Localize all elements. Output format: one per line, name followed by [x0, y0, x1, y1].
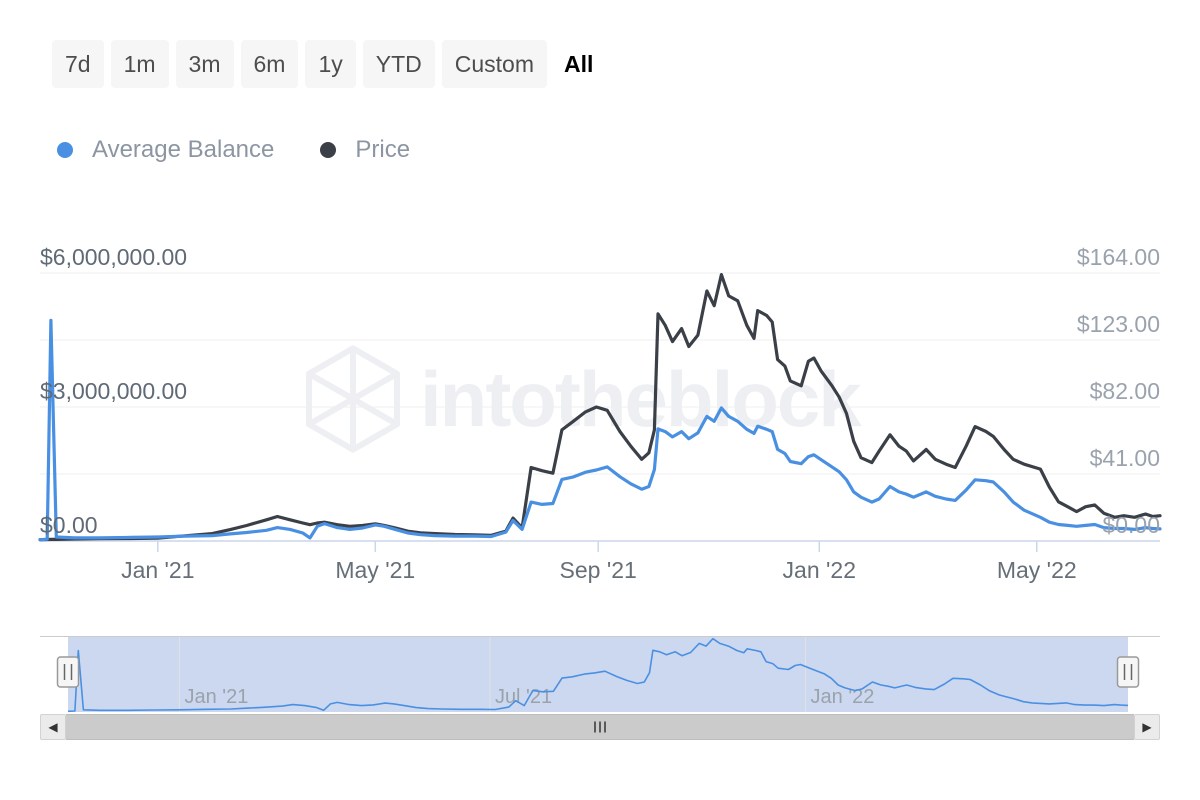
legend-dot-icon — [320, 142, 337, 158]
navigator-right-handle[interactable] — [1116, 656, 1140, 688]
series-line-price[interactable] — [38, 273, 1162, 542]
y-axis-left-label: $3,000,000.00 — [40, 378, 187, 404]
navigator-series-line — [67, 637, 1129, 713]
range-button-6m[interactable]: 6m — [240, 40, 299, 88]
legend-label: Average Balance — [92, 136, 275, 163]
intotheblock-logo-icon — [305, 345, 401, 453]
arrow-right-icon: ▶ — [1142, 720, 1152, 734]
scrollbar-right-button[interactable]: ▶ — [1134, 714, 1160, 740]
range-button-all[interactable]: All — [554, 40, 603, 88]
y-axis-left-label: $6,000,000.00 — [40, 244, 187, 270]
y-axis-right-label: $41.00 — [1090, 445, 1160, 471]
y-axis-right-label: $123.00 — [1077, 311, 1160, 337]
range-button-custom[interactable]: Custom — [441, 40, 547, 88]
series-line-average-balance[interactable] — [38, 318, 1162, 542]
scrollbar-left-button[interactable]: ◀ — [40, 714, 66, 740]
navigator-x-label: Jan '21 — [184, 686, 248, 708]
range-button-1m[interactable]: 1m — [110, 40, 169, 88]
scrollbar-grip-icon[interactable] — [594, 721, 606, 733]
range-selector: 7d 1m 3m 6m 1y YTD Custom All — [52, 40, 603, 88]
y-axis-right-label: $0.00 — [1102, 512, 1160, 538]
x-axis-label: Jan '22 — [783, 557, 856, 583]
range-button-1y[interactable]: 1y — [305, 40, 356, 88]
navigator-x-label: Jan '22 — [811, 686, 875, 708]
x-axis-label: May '21 — [335, 557, 415, 583]
x-axis-label: Sep '21 — [560, 557, 637, 583]
y-axis-left-label: $0.00 — [40, 512, 98, 538]
y-axis-right-label: $82.00 — [1090, 378, 1160, 404]
x-axis-label: May '22 — [997, 557, 1077, 583]
chart-legend: Average Balance Price — [57, 136, 410, 164]
legend-label: Price — [355, 136, 411, 163]
x-axis-label: Jan '21 — [121, 557, 194, 583]
y-axis-right-label: $164.00 — [1077, 244, 1160, 270]
range-button-ytd[interactable]: YTD — [362, 40, 435, 88]
arrow-left-icon: ◀ — [48, 720, 58, 734]
range-button-7d[interactable]: 7d — [52, 40, 104, 88]
legend-item-price[interactable]: Price — [320, 136, 410, 164]
navigator-left-handle[interactable] — [56, 656, 80, 688]
navigator-selected-range[interactable] — [68, 637, 1128, 712]
scrollbar-track[interactable] — [66, 714, 1134, 740]
legend-item-average-balance[interactable]: Average Balance — [57, 136, 274, 164]
range-button-3m[interactable]: 3m — [175, 40, 234, 88]
scrollbar: ◀ ▶ — [40, 714, 1160, 740]
legend-dot-icon — [57, 142, 73, 158]
